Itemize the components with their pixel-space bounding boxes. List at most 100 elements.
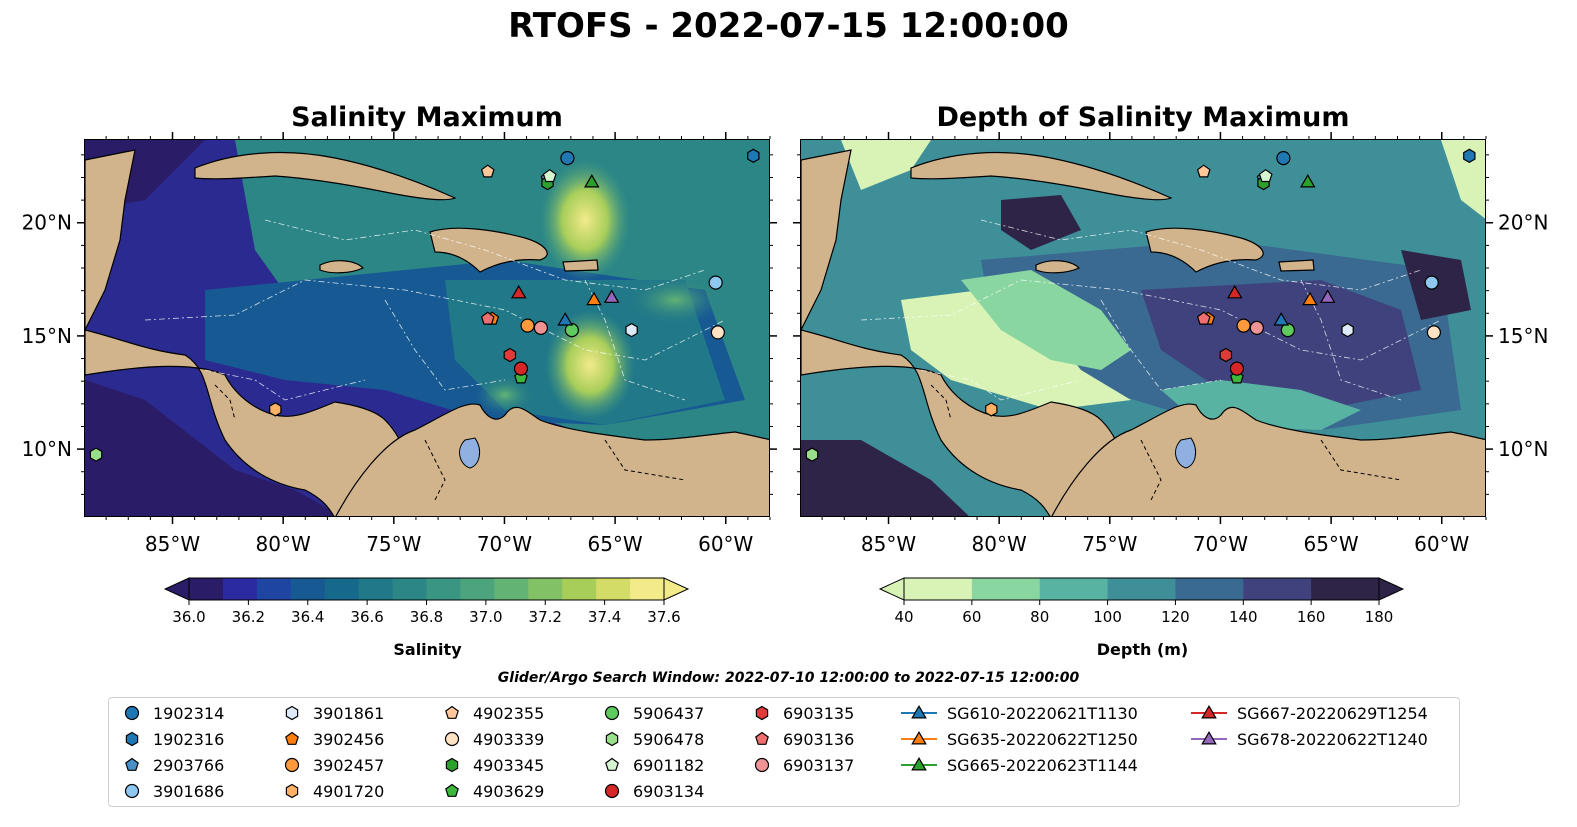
legend-marker-icon — [755, 731, 769, 745]
legend-marker-icon — [1191, 705, 1227, 719]
marker-6903136 — [1196, 311, 1211, 325]
legend-label: 6901182 — [633, 755, 705, 775]
legend-marker — [444, 731, 460, 747]
marker-SG678-20220622T1240 — [1319, 289, 1336, 303]
legend-marker — [604, 705, 620, 721]
lon-tick-label: 70°W — [477, 532, 532, 556]
lon-tick-label: 75°W — [1082, 532, 1137, 556]
salinity-eddy — [625, 275, 725, 325]
legend-label: 6903135 — [783, 703, 855, 723]
colorbar-bin — [358, 578, 394, 600]
lon-tick-label: 85°W — [861, 532, 916, 556]
colorbar-bin — [1243, 578, 1312, 600]
legend-marker — [911, 705, 927, 719]
colorbar-bin — [324, 578, 360, 600]
legend-marker-icon — [445, 757, 459, 773]
shelf-band — [1161, 380, 1361, 430]
legend-label: 3901686 — [153, 781, 225, 801]
colorbar-frame — [903, 577, 1380, 601]
lon-tick-label: 80°W — [256, 532, 311, 556]
legend-item: 6903136 — [751, 727, 854, 751]
legend-item: 4901720 — [281, 779, 384, 803]
marker-4902355 — [1196, 164, 1211, 178]
puerto-rico — [1278, 259, 1315, 272]
legend-item: 6903137 — [751, 753, 854, 777]
legend-label: 3902457 — [313, 755, 385, 775]
puerto-rico — [562, 259, 599, 272]
legend-marker-icon — [125, 757, 139, 771]
marker-4902355 — [480, 164, 495, 178]
colorbar-tick-label: 37.0 — [469, 608, 502, 626]
marker-3901686 — [1424, 275, 1439, 290]
figure-title: RTOFS - 2022-07-15 12:00:00 — [508, 6, 1069, 46]
colorbar-bin — [596, 578, 631, 600]
marker-4903339 — [1426, 325, 1441, 340]
colorbar-tick-label: 60 — [962, 608, 981, 626]
legend-item: 6903135 — [751, 701, 854, 725]
legend-marker — [1201, 705, 1217, 719]
marker-3902457 — [520, 318, 535, 333]
legend-marker-icon — [901, 705, 937, 719]
deepest-pacific — [801, 440, 969, 516]
colorbar-tick-label: 37.4 — [588, 608, 621, 626]
colorbar-tick-label: 40 — [894, 608, 913, 626]
jamaica — [319, 260, 365, 274]
lon-tick-label: 80°W — [972, 532, 1027, 556]
legend-marker — [754, 757, 770, 773]
legend-item: 3901861 — [281, 701, 384, 725]
colorbar-extend-low — [878, 577, 905, 601]
lat-tick-label: 15°N — [22, 324, 72, 348]
legend-marker-icon — [285, 705, 299, 721]
legend-marker-icon — [284, 757, 300, 773]
legend-label: SG610-20220621T1130 — [947, 703, 1138, 723]
legend-marker-icon — [901, 731, 937, 745]
legend-item: 3902457 — [281, 753, 384, 777]
colorbar-bin — [1175, 578, 1244, 600]
marker-SG635-20220622T1250 — [1302, 291, 1318, 306]
deeper-region — [1141, 280, 1421, 410]
colorbar-tick-label: 37.6 — [647, 608, 680, 626]
legend-item: 3901686 — [121, 779, 224, 803]
marker-6903135 — [503, 347, 517, 363]
legend-marker-icon — [125, 731, 139, 747]
legend-item: SG667-20220629T1254 — [1191, 701, 1428, 725]
colorbar-bin — [460, 578, 495, 600]
legend-item: 3902456 — [281, 727, 384, 751]
colorbar-bin — [426, 578, 461, 600]
colorbar-bin — [562, 578, 597, 600]
colorbar-tick-label: 36.8 — [410, 608, 443, 626]
legend-marker-icon — [445, 783, 459, 797]
legend-label: 1902316 — [153, 729, 225, 749]
country-borders — [214, 384, 686, 501]
colorbar-extend-low — [163, 577, 190, 601]
land-masses — [85, 149, 769, 516]
lat-tick-label: 20°N — [1498, 211, 1548, 235]
salinity-eddy — [475, 375, 535, 415]
legend-item: SG678-20220622T1240 — [1191, 727, 1428, 751]
lon-tick-label: 65°W — [1303, 532, 1358, 556]
marker-6903136 — [480, 311, 495, 325]
colorbar-tick-label: 100 — [1093, 608, 1122, 626]
jamaica — [1035, 260, 1081, 274]
marker-1902316 — [747, 148, 760, 163]
marker-SG665-20220623T1144 — [583, 173, 600, 188]
legend-label: 4902355 — [473, 703, 545, 723]
land-masses — [801, 149, 1485, 516]
legend-label: 3902456 — [313, 729, 385, 749]
marker-SG667-20220629T1254 — [1226, 284, 1243, 299]
low-salinity-pacific — [85, 380, 342, 516]
colorbar-tick-label: 37.2 — [529, 608, 562, 626]
marker-6903135 — [1219, 347, 1233, 363]
marker-1902314 — [1276, 151, 1291, 166]
legend-label: SG665-20220623T1144 — [947, 755, 1138, 775]
legend-label: 5906437 — [633, 703, 705, 723]
country-borders — [930, 384, 1402, 501]
colorbar-bin — [971, 578, 1041, 600]
marker-SG678-20220622T1240 — [603, 289, 620, 303]
legend-label: 1902314 — [153, 703, 225, 723]
legend-marker — [445, 757, 459, 773]
legend-marker-icon — [754, 757, 770, 773]
legend-marker — [604, 783, 620, 799]
legend-label: SG635-20220622T1250 — [947, 729, 1138, 749]
legend-marker — [124, 705, 140, 721]
